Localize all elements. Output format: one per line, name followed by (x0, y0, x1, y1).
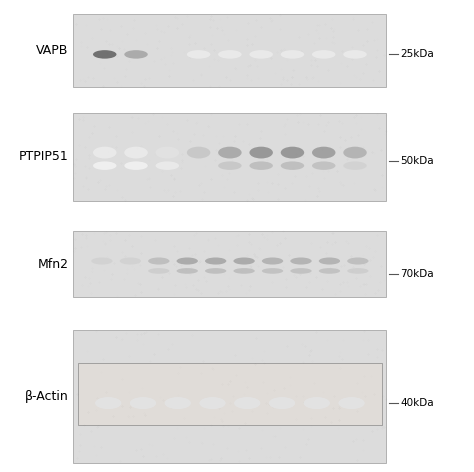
Ellipse shape (155, 50, 179, 59)
Text: β-Actin: β-Actin (25, 390, 69, 403)
Ellipse shape (233, 258, 255, 264)
Ellipse shape (93, 50, 117, 59)
Ellipse shape (234, 397, 260, 409)
Ellipse shape (130, 397, 156, 409)
Ellipse shape (205, 268, 226, 274)
Ellipse shape (91, 258, 112, 264)
Ellipse shape (269, 397, 295, 409)
Ellipse shape (233, 268, 255, 274)
Ellipse shape (338, 397, 365, 409)
Ellipse shape (338, 397, 365, 409)
Text: VAPB: VAPB (36, 44, 69, 57)
Ellipse shape (312, 161, 336, 170)
Ellipse shape (165, 397, 191, 409)
Ellipse shape (343, 161, 367, 170)
Ellipse shape (347, 258, 368, 264)
Bar (73, 231, 386, 297)
Ellipse shape (124, 161, 148, 170)
Ellipse shape (347, 268, 368, 274)
Ellipse shape (262, 268, 283, 274)
Ellipse shape (119, 258, 141, 264)
Ellipse shape (304, 397, 330, 409)
Ellipse shape (124, 147, 148, 159)
Ellipse shape (155, 147, 179, 159)
Ellipse shape (249, 147, 273, 159)
Ellipse shape (187, 161, 210, 170)
Ellipse shape (95, 397, 121, 409)
Ellipse shape (281, 50, 304, 59)
Ellipse shape (130, 397, 156, 409)
Ellipse shape (187, 147, 210, 159)
Ellipse shape (148, 258, 169, 264)
Ellipse shape (218, 50, 242, 59)
Ellipse shape (205, 258, 226, 264)
Ellipse shape (269, 397, 295, 409)
Ellipse shape (119, 268, 141, 274)
Ellipse shape (312, 50, 336, 59)
Bar (73, 113, 386, 201)
Text: 25kDa: 25kDa (401, 50, 434, 59)
Ellipse shape (249, 161, 273, 170)
Text: 40kDa: 40kDa (401, 398, 434, 408)
Ellipse shape (200, 397, 226, 409)
Ellipse shape (176, 268, 198, 274)
Text: Mfn2: Mfn2 (38, 258, 69, 271)
Ellipse shape (124, 50, 148, 59)
Ellipse shape (290, 258, 311, 264)
Ellipse shape (95, 397, 121, 409)
Bar (73, 14, 386, 87)
Ellipse shape (234, 397, 260, 409)
Bar (78, 363, 382, 425)
Ellipse shape (176, 258, 198, 264)
Ellipse shape (343, 147, 367, 159)
Ellipse shape (281, 147, 304, 159)
Ellipse shape (93, 161, 117, 170)
Bar (73, 330, 386, 463)
Ellipse shape (281, 161, 304, 170)
Ellipse shape (262, 258, 283, 264)
Text: PTPIP51: PTPIP51 (19, 151, 69, 163)
Text: 70kDa: 70kDa (401, 269, 434, 279)
Ellipse shape (218, 147, 242, 159)
Ellipse shape (187, 50, 210, 59)
Ellipse shape (91, 268, 112, 274)
Ellipse shape (312, 147, 336, 159)
Ellipse shape (155, 161, 179, 170)
Ellipse shape (304, 397, 330, 409)
Ellipse shape (200, 397, 226, 409)
Ellipse shape (343, 50, 367, 59)
Ellipse shape (218, 161, 242, 170)
Ellipse shape (165, 397, 191, 409)
Ellipse shape (249, 50, 273, 59)
Ellipse shape (290, 268, 311, 274)
Ellipse shape (319, 258, 340, 264)
Ellipse shape (148, 268, 169, 274)
Text: 50kDa: 50kDa (401, 156, 434, 166)
Ellipse shape (319, 268, 340, 274)
Ellipse shape (93, 147, 117, 159)
